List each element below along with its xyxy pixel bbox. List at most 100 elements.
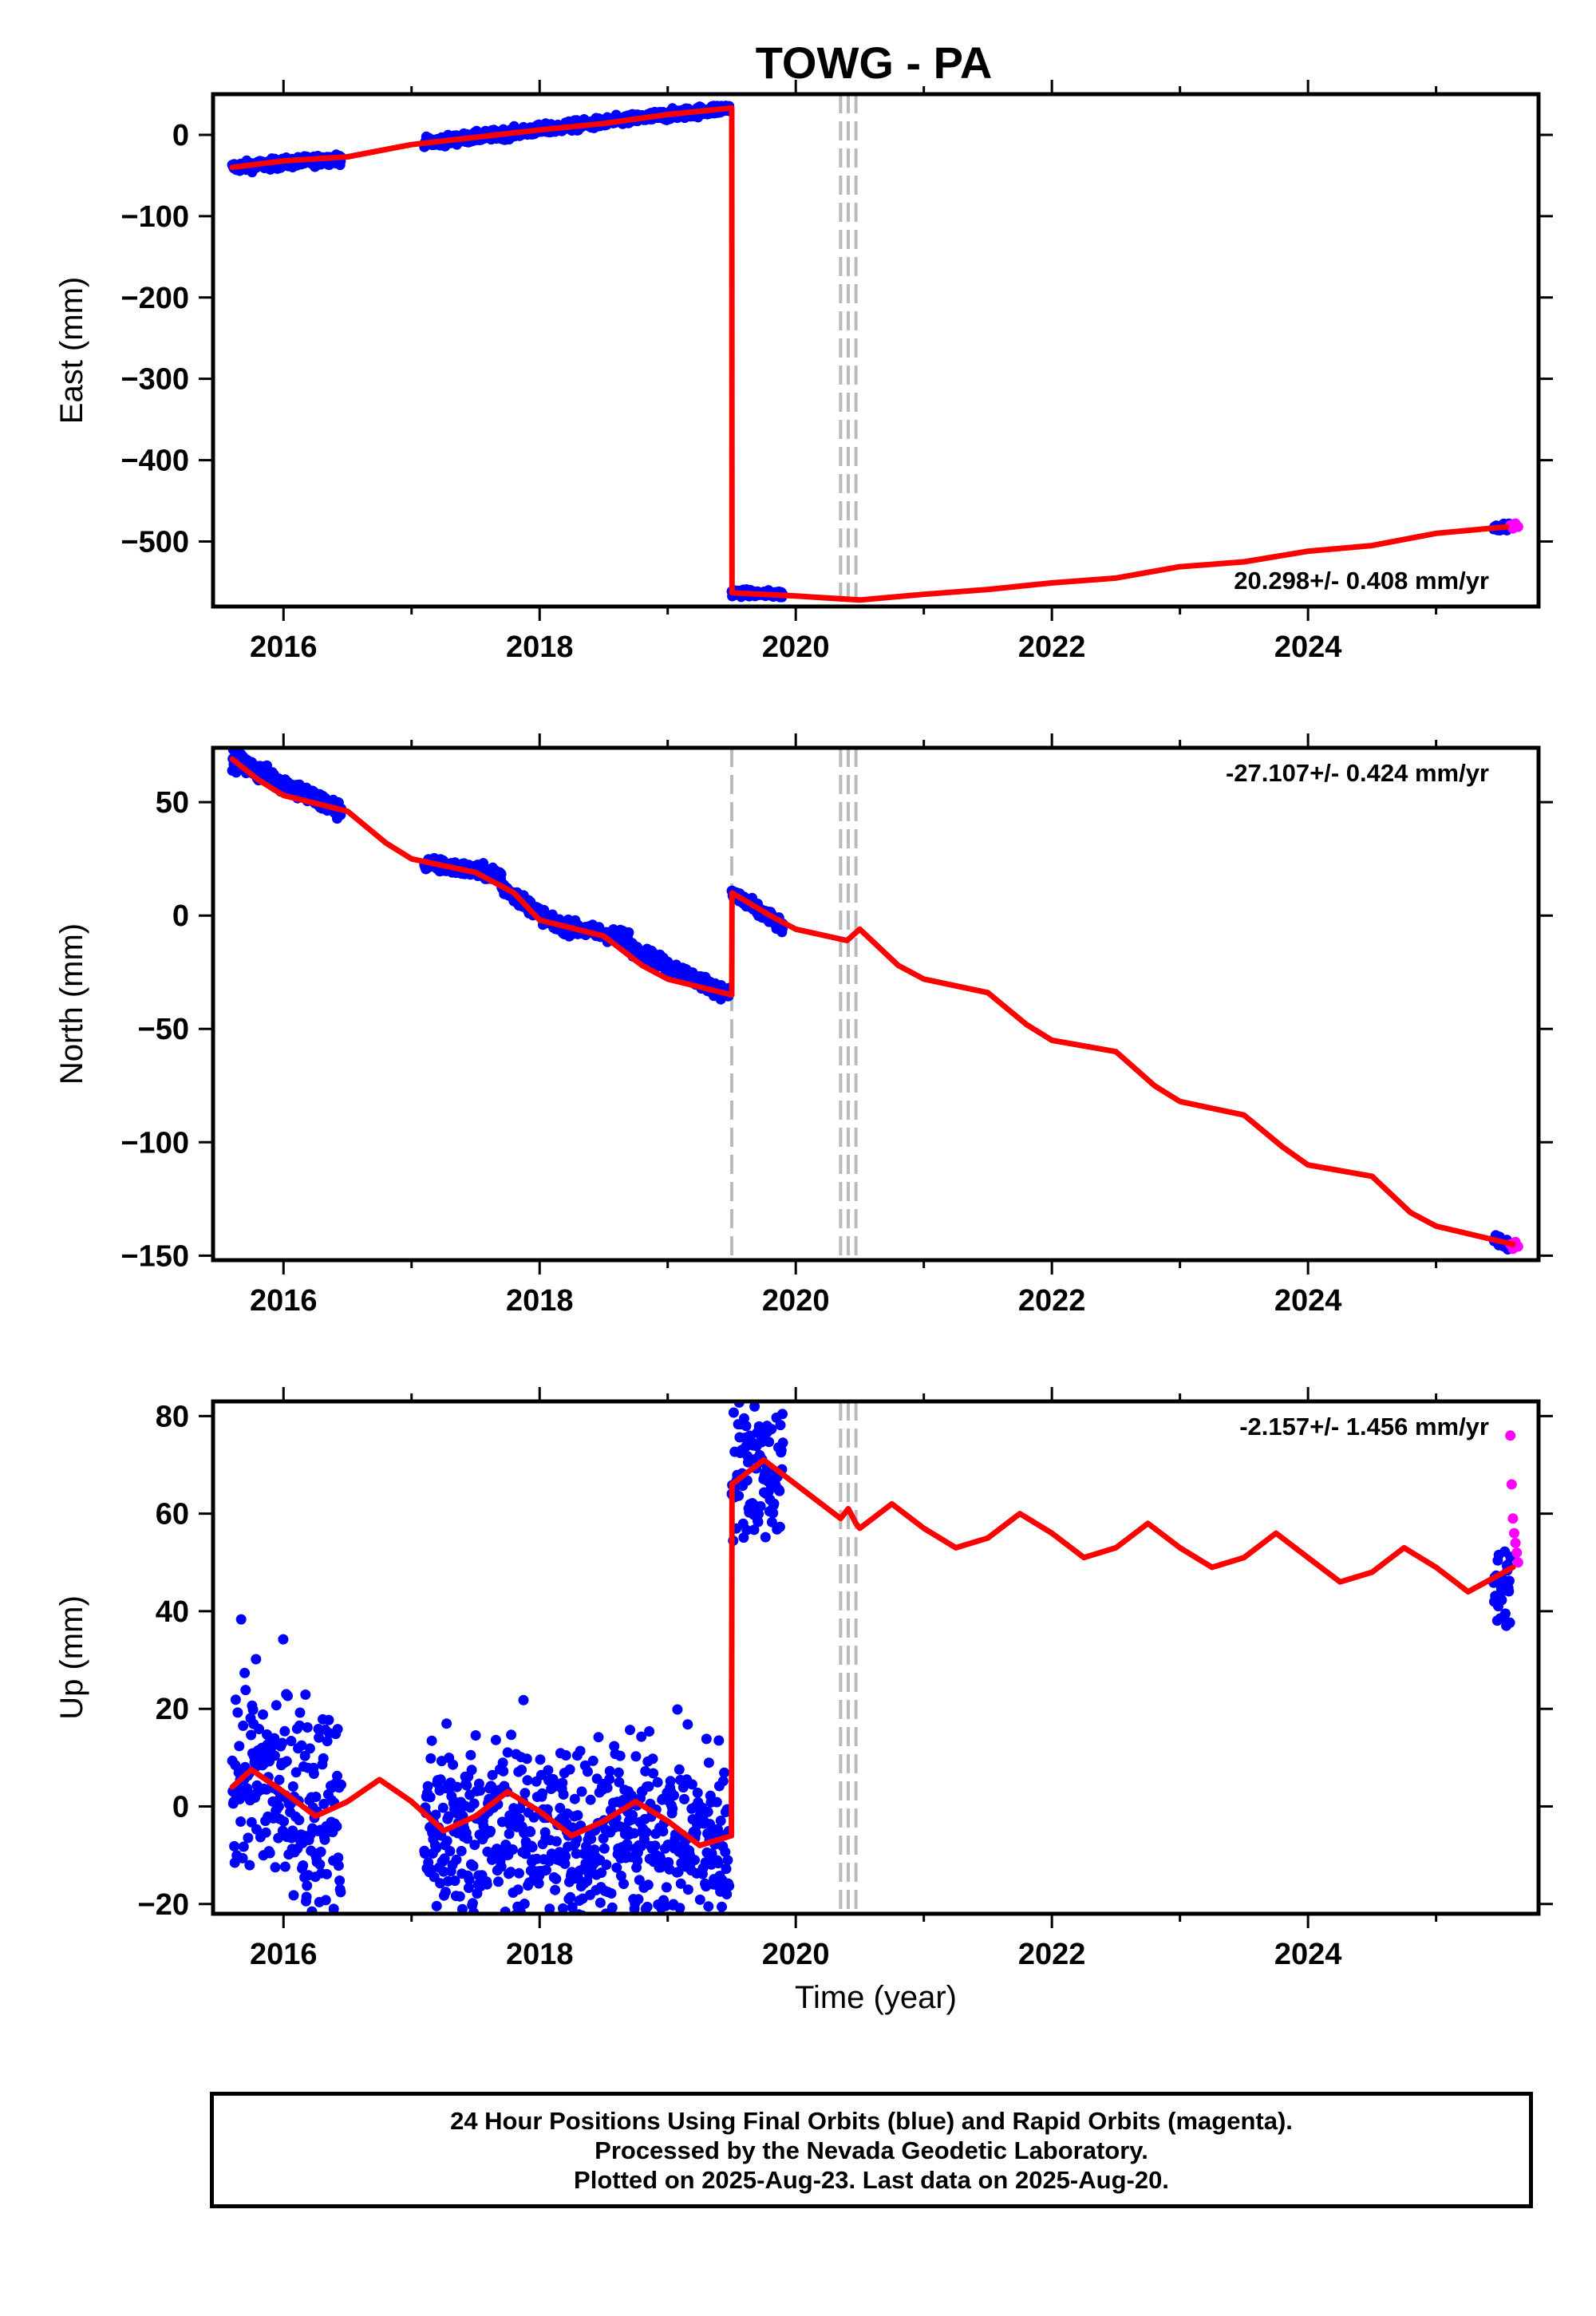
final-point [239,1667,251,1678]
final-point [627,1809,638,1820]
final-point [264,1848,275,1859]
final-point [320,1895,331,1906]
final-point [669,1790,679,1801]
final-point [334,1875,346,1886]
final-point [481,1879,492,1890]
model-line [229,1456,1516,1848]
final-point [614,1777,625,1788]
x-tick-label: 2022 [1018,1938,1086,1971]
rapid-point [1506,1479,1517,1490]
final-point [506,1729,517,1741]
final-point [296,1740,307,1751]
final-point [467,1898,478,1909]
final-point [641,1827,652,1838]
final-point [507,1844,518,1855]
final-point [335,1887,346,1898]
final-point [294,1815,305,1826]
final-point [310,1792,322,1802]
x-tick-label: 2018 [506,1938,574,1971]
rate-annotation: 20.298+/- 0.408 mm/yr [1234,567,1489,595]
final-point [602,1915,612,1926]
final-point [448,1759,459,1770]
final-point [274,1774,285,1785]
final-point [753,1516,764,1528]
final-point [486,1781,497,1792]
final-point [768,1508,779,1519]
final-point [652,1777,663,1788]
final-point [302,1880,313,1891]
final-point [544,1903,555,1914]
final-point [435,1774,446,1785]
final-point [702,1806,713,1817]
x-tick-label: 2018 [506,630,574,664]
final-point [728,1407,739,1418]
final-point [713,1824,723,1835]
final-point [454,1891,465,1902]
final-point [678,1782,689,1793]
final-point [511,1926,521,1936]
final-point [679,1793,689,1804]
final-point [575,1745,586,1757]
y-tick-label: 80 [156,1400,189,1433]
final-point [587,1755,598,1766]
final-point [232,1707,243,1718]
final-point [582,1939,592,1949]
final-point [466,1765,477,1776]
final-point [662,1923,673,1933]
final-point [235,1816,247,1827]
rapid-point [1511,1547,1523,1559]
final-point [724,1880,735,1891]
final-point [658,1826,669,1837]
final-point [251,1824,262,1835]
final-point [603,1923,614,1934]
final-point [246,1729,257,1741]
final-point [615,1871,626,1881]
final-point [535,1754,546,1765]
final-point [598,1843,610,1854]
chart-title: TOWG - PA [755,38,993,88]
final-point [254,1724,265,1734]
final-point [476,1921,487,1931]
final-point [479,1924,489,1935]
final-point [692,1787,703,1798]
final-point [749,1524,760,1535]
final-point [623,927,634,938]
final-point [733,1490,745,1501]
final-point [308,1769,319,1779]
final-point [238,1841,249,1852]
final-point [1504,1617,1515,1628]
final-point [258,1709,268,1720]
final-point [565,1891,576,1903]
final-point [464,1874,475,1885]
final-point [715,1816,726,1826]
final-point [314,1859,326,1870]
final-point [643,1781,654,1792]
final-point [487,1769,498,1780]
final-point [277,1737,288,1749]
final-point [234,1741,245,1752]
x-tick-label: 2024 [1274,630,1342,664]
y-tick-label: −20 [138,1888,189,1922]
final-point [602,1782,613,1793]
final-point [766,1424,777,1435]
final-points [227,101,1516,603]
final-point [753,1421,764,1432]
final-point [270,1862,281,1873]
final-point [567,1902,578,1913]
final-point [468,1860,479,1871]
final-point [595,1897,606,1908]
footer-line-3: Plotted on 2025-Aug-23. Last data on 202… [574,2165,1169,2194]
rate-annotation: -27.107+/- 0.424 mm/yr [1226,759,1489,787]
final-point [741,1524,753,1535]
final-point [764,1437,775,1448]
x-axis-label: Time (year) [795,1980,957,2015]
final-point [444,1846,456,1856]
x-tick-label: 2020 [762,1284,830,1318]
final-point [749,1401,760,1412]
final-point [684,1927,694,1938]
final-point [294,1720,305,1731]
final-point [493,1876,504,1887]
final-point [613,1767,624,1778]
final-point [622,1839,633,1849]
final-point [634,1875,645,1886]
